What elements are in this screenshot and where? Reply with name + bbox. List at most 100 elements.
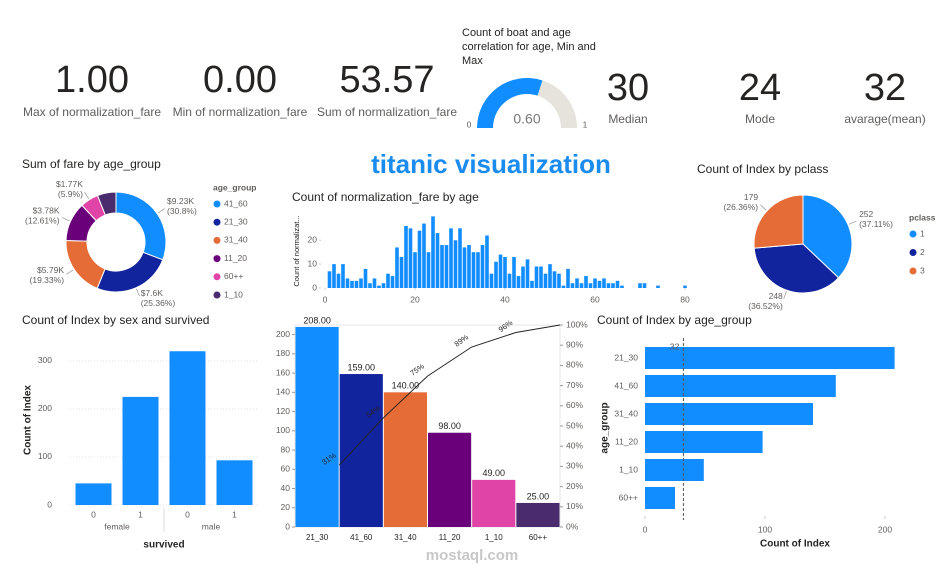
bar — [683, 285, 687, 288]
bar — [489, 273, 494, 288]
legend-marker — [213, 236, 221, 244]
bar — [413, 252, 417, 288]
bar — [566, 268, 570, 288]
slice-percent: (37.11%) — [859, 219, 893, 229]
chart-title: Count of normalization_fare by age — [292, 190, 479, 204]
x-tick-label: 1 — [138, 509, 143, 519]
group-label: female — [104, 521, 130, 531]
x-tick-label: 80 — [680, 294, 690, 304]
legend-label: 60++ — [224, 271, 243, 281]
bar — [472, 479, 516, 527]
bar — [458, 228, 462, 288]
x-tick-label: 20 — [410, 294, 420, 304]
bar — [602, 278, 606, 288]
y-tick-label: 20 — [308, 235, 318, 245]
chart-title: Sum of fare by age_group — [22, 157, 161, 171]
bar — [593, 278, 597, 288]
bar — [606, 283, 611, 288]
y-tick-label: 20 — [281, 502, 291, 512]
x-tick-label: 0 — [323, 294, 328, 304]
bar — [543, 273, 548, 288]
bar — [408, 228, 413, 288]
leader-line — [783, 291, 787, 299]
slice-label: $5.79K — [37, 265, 64, 275]
slice — [96, 251, 164, 293]
chart-title: Count of Index by pclass — [697, 162, 828, 176]
y-tick-label: 200 — [38, 403, 52, 413]
slice-percent: (26.36%) — [724, 202, 759, 212]
slice — [802, 194, 853, 279]
y2-tick-label: 0% — [566, 521, 579, 531]
x-tick-label: 11_20 — [439, 533, 461, 542]
bar — [431, 216, 435, 288]
bar — [575, 278, 579, 288]
bar — [359, 278, 363, 288]
bar — [350, 280, 354, 288]
slice — [753, 243, 840, 294]
legend-marker — [213, 255, 221, 263]
card-value: 0.00 — [203, 59, 277, 101]
x-tick-label: 60 — [590, 294, 600, 304]
bar — [383, 392, 427, 527]
bar — [332, 264, 336, 288]
y-tick-label: 180 — [276, 348, 290, 358]
card-value: 32 — [864, 67, 906, 109]
y-tick-label: 120 — [276, 406, 290, 416]
y-tick-label: 60 — [281, 464, 291, 474]
x-tick-label: 0 — [643, 524, 648, 534]
slice — [65, 239, 106, 289]
legend-marker — [213, 218, 221, 226]
slice-percent: (25.36%) — [141, 298, 176, 308]
legend-label: 1_10 — [224, 289, 243, 299]
bar — [579, 283, 584, 288]
bar — [498, 254, 503, 288]
bar — [453, 240, 458, 288]
y2-tick-label: 50% — [566, 420, 583, 430]
y-tick-label: 80 — [281, 444, 291, 454]
x-tick-label: 0 — [91, 509, 96, 519]
slice-label: 248 — [769, 291, 783, 301]
bar — [561, 285, 566, 288]
y-tick-label: 10 — [308, 258, 318, 268]
card-label: Median — [608, 112, 647, 126]
y2-tick-label: 80% — [566, 360, 583, 370]
y-tick-label: 100 — [38, 451, 52, 461]
bar — [390, 276, 395, 288]
leader-line — [848, 220, 857, 225]
bar — [363, 268, 368, 288]
bar — [295, 326, 339, 527]
bar — [372, 278, 377, 288]
legend-marker — [909, 230, 917, 238]
x-tick-label: 1_10 — [485, 533, 503, 542]
bar — [467, 245, 471, 288]
slice-label: $9.23K — [167, 196, 194, 206]
y-axis-label: Count of normalizat... — [292, 215, 301, 286]
bar — [645, 487, 675, 509]
x-tick-label: 200 — [878, 524, 892, 534]
y-tick-label: 0 — [312, 282, 317, 292]
card-label: avarage(mean) — [844, 112, 925, 126]
gauge-track — [537, 80, 577, 128]
x-axis-label: Count of Index — [760, 539, 830, 550]
y-tick-label: 41_60 — [614, 380, 638, 390]
slice-percent: (12.61%) — [25, 216, 60, 226]
bar — [169, 351, 206, 505]
bar — [557, 273, 561, 288]
bar — [428, 432, 472, 527]
dashboard-title: titanic visualization — [371, 149, 611, 179]
y-tick-label: 60++ — [619, 492, 638, 502]
bar — [386, 273, 390, 288]
y-tick-label: 200 — [276, 329, 290, 339]
y-tick-label: 31_40 — [614, 408, 638, 418]
bar — [399, 256, 404, 288]
y-tick-label: 1_10 — [619, 464, 638, 474]
bar — [422, 223, 426, 288]
bar — [440, 245, 444, 288]
y-axis-label: Count of Index — [23, 385, 34, 455]
chart-title: Count of Index by age_group — [597, 313, 752, 327]
value-label: 98.00 — [438, 421, 461, 431]
y-tick-label: 40 — [281, 483, 291, 493]
bar — [345, 278, 350, 288]
bar — [336, 273, 341, 288]
